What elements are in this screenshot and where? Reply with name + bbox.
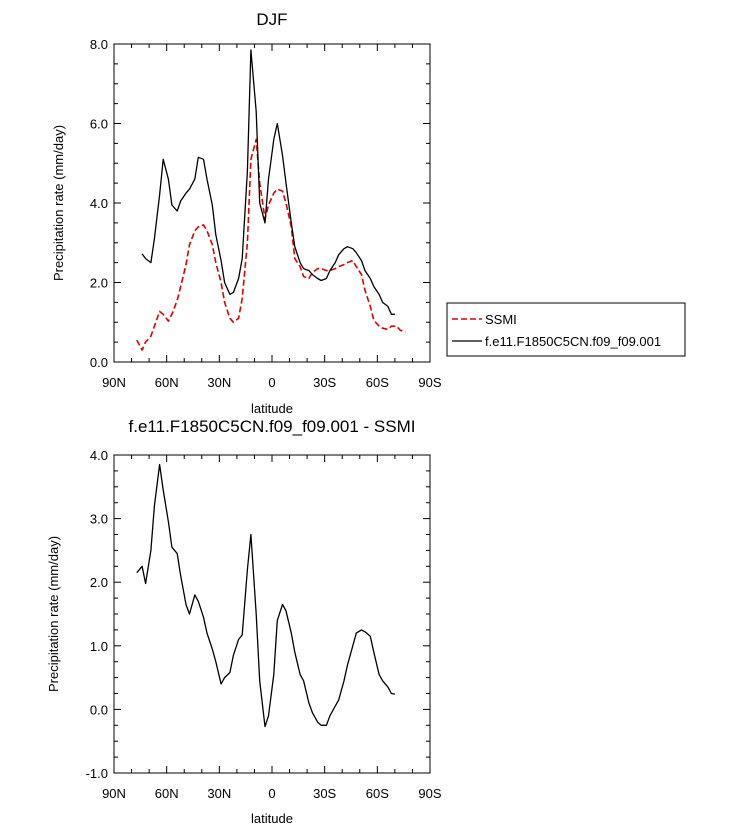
panel-top-x-tick-label: 60S bbox=[366, 375, 389, 390]
panel-top-x-axis-label: latitude bbox=[251, 401, 293, 416]
panel-bottom-y-tick-label: 4.0 bbox=[90, 448, 108, 463]
panel-bottom-title: f.e11.F1850C5CN.f09_f09.001 - SSMI bbox=[129, 417, 416, 436]
panel-bottom-y-tick-label: 2.0 bbox=[90, 575, 108, 590]
legend-box bbox=[446, 302, 686, 357]
panel-bottom-y-tick-label: 1.0 bbox=[90, 639, 108, 654]
panel-bottom-y-axis-label: Precipitation rate (mm/day) bbox=[46, 536, 61, 692]
panel-top-x-tick-label: 30N bbox=[207, 375, 231, 390]
panel-bottom-x-axis-label: latitude bbox=[251, 811, 293, 826]
panel-top-series-line-model bbox=[141, 49, 395, 315]
legend-label-model: f.e11.F1850C5CN.f09_f09.001 bbox=[485, 334, 661, 349]
panel-top-y-tick-label: 0.0 bbox=[90, 355, 108, 370]
panel-top-title: DJF bbox=[256, 10, 287, 29]
legend-label-ssmi: SSMI bbox=[485, 312, 517, 327]
panel-bottom-plot-frame bbox=[113, 454, 431, 774]
panel-bottom-x-tick-label: 30N bbox=[207, 786, 231, 801]
panel-bottom-x-tick-label: 90S bbox=[418, 786, 441, 801]
panel-bottom-x-tick-label: 60N bbox=[155, 786, 179, 801]
panel-bottom-x-tick-label: 0 bbox=[268, 786, 275, 801]
panel-bottom-y-tick-label: 3.0 bbox=[90, 512, 108, 527]
panel-bottom-model-minus-ssmi: f.e11.F1850C5CN.f09_f09.001 - SSMI 90N 60… bbox=[46, 417, 442, 826]
panel-bottom-x-tick-label: 90N bbox=[102, 786, 126, 801]
panel-top-precipitation-ssmi-vs-model: DJF 90N 60N 30N 0 30S 60S 90S 0.0 2.0 4.0 6.0 8.0 l… bbox=[51, 10, 442, 416]
panel-bottom-series-line-difference bbox=[136, 463, 396, 728]
panel-bottom-y-tick-label: -1.0 bbox=[86, 766, 108, 781]
legend: SSMI f.e11.F1850C5CN.f09_f09.001 bbox=[446, 302, 686, 357]
panel-top-y-tick-label: 4.0 bbox=[90, 196, 108, 211]
panel-top-x-tick-label: 90N bbox=[102, 375, 126, 390]
panel-top-y-axis-label: Precipitation rate (mm/day) bbox=[51, 125, 66, 281]
panel-top-x-tick-label: 0 bbox=[268, 375, 275, 390]
panel-top-series-line-ssmi bbox=[136, 138, 406, 351]
panel-top-y-tick-label: 2.0 bbox=[90, 276, 108, 291]
panel-top-y-tick-label: 6.0 bbox=[90, 117, 108, 132]
panel-top-plot-frame bbox=[113, 43, 431, 363]
panel-top-x-tick-label: 30S bbox=[313, 375, 336, 390]
panel-bottom-x-tick-label: 60S bbox=[366, 786, 389, 801]
panel-top-x-tick-label: 60N bbox=[155, 375, 179, 390]
panel-bottom-x-tick-label: 30S bbox=[313, 786, 336, 801]
panel-bottom-y-tick-label: 0.0 bbox=[90, 702, 108, 717]
panel-top-y-tick-label: 8.0 bbox=[90, 37, 108, 52]
panel-top-x-tick-label: 90S bbox=[418, 375, 441, 390]
